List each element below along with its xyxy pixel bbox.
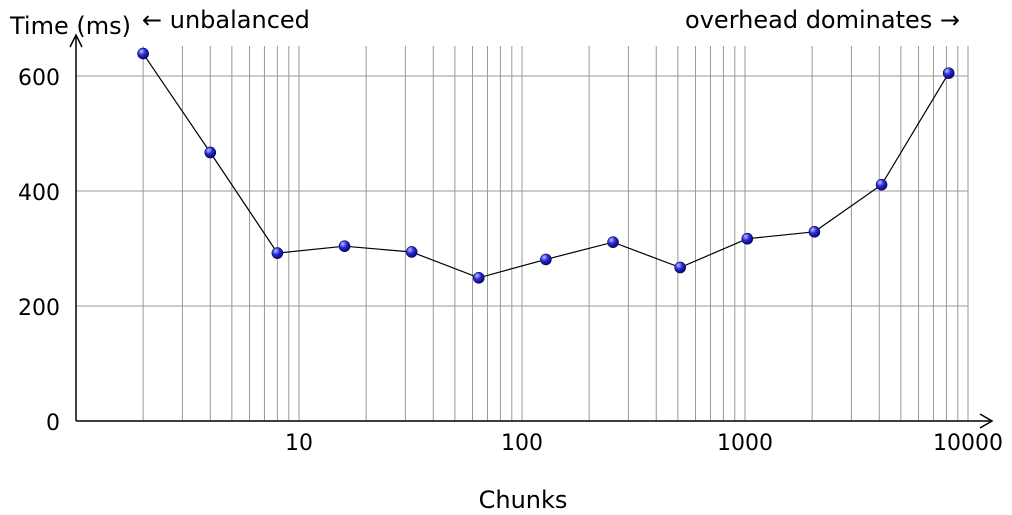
data-point: [675, 262, 686, 273]
data-point: [205, 147, 216, 158]
y-tick-label: 0: [46, 411, 60, 436]
data-point: [943, 68, 954, 79]
x-axis-title: Chunks: [479, 486, 568, 514]
y-tick-label: 200: [18, 296, 60, 321]
data-point: [809, 226, 820, 237]
series-line: [143, 54, 949, 278]
data-series: [138, 48, 955, 283]
y-axis-title: Time (ms): [9, 12, 131, 40]
axis-labels: Time (ms) ← unbalanced overhead dominate…: [9, 6, 1003, 514]
data-point: [742, 233, 753, 244]
x-tick-label: 100: [501, 431, 543, 456]
y-tick-label: 400: [18, 181, 60, 206]
data-point: [406, 246, 417, 257]
data-point: [876, 179, 887, 190]
data-point: [272, 248, 283, 259]
annotation-unbalanced: ← unbalanced: [142, 6, 310, 34]
data-point: [540, 254, 551, 265]
annotation-overhead-dominates: overhead dominates →: [685, 6, 960, 34]
x-tick-label: 10: [285, 431, 313, 456]
data-point: [138, 48, 149, 59]
y-tick-label: 600: [18, 66, 60, 91]
data-point: [608, 237, 619, 248]
x-tick-label: 10000: [933, 431, 1003, 456]
axes: [70, 35, 992, 428]
gridlines: [76, 46, 968, 421]
x-tick-label: 1000: [717, 431, 773, 456]
data-point: [473, 272, 484, 283]
data-point: [339, 241, 350, 252]
